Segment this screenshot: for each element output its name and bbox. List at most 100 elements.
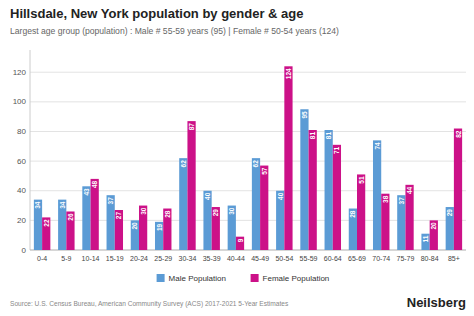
grid-line <box>30 131 466 132</box>
grid-line <box>30 161 466 162</box>
x-tick-label: 45-49 <box>251 255 269 262</box>
bar <box>179 158 187 250</box>
data-label: 81 <box>309 132 316 140</box>
bar <box>446 207 454 250</box>
x-tick-label: 75-79 <box>396 255 414 262</box>
x-tick-label: 35-39 <box>203 255 221 262</box>
bar <box>228 206 236 250</box>
data-label: 20 <box>430 222 437 230</box>
data-label: 124 <box>285 68 292 79</box>
x-tick-label: 30-34 <box>178 255 196 262</box>
data-label: 95 <box>301 111 308 119</box>
data-label: 22 <box>43 219 50 227</box>
bar <box>212 207 220 250</box>
bar <box>91 179 99 250</box>
x-tick-label: 65-69 <box>348 255 366 262</box>
data-label: 44 <box>406 186 413 194</box>
data-label: 27 <box>115 212 122 220</box>
grid-line <box>30 72 466 73</box>
bar <box>34 200 42 250</box>
bar <box>82 186 90 250</box>
data-label: 29 <box>212 209 219 217</box>
data-label: 82 <box>455 130 462 138</box>
bar <box>381 194 389 250</box>
data-label: 74 <box>374 142 381 150</box>
legend-label: Female Population <box>263 274 330 283</box>
x-tick-label: 20-24 <box>130 255 148 262</box>
source: Source: U.S. Census Bureau, American Com… <box>10 300 289 308</box>
bar <box>349 209 357 250</box>
chart: Hillsdale, New York population by gender… <box>0 0 474 316</box>
grid <box>30 72 466 250</box>
bar <box>131 220 139 250</box>
bar <box>107 195 115 250</box>
x-tick-label: 25-29 <box>154 255 172 262</box>
bar <box>405 185 413 250</box>
bar <box>421 234 429 250</box>
bar <box>454 129 462 250</box>
bar <box>397 195 405 250</box>
bar <box>430 220 438 250</box>
bar <box>236 237 244 250</box>
data-label: 37 <box>398 197 405 205</box>
bar <box>284 66 292 250</box>
subtitle: Largest age group (population) : Male # … <box>10 26 339 36</box>
data-label: 62 <box>180 160 187 168</box>
data-label: 62 <box>252 160 259 168</box>
bar <box>276 191 284 250</box>
x-tick-label: 10-14 <box>82 255 100 262</box>
y-tick-label: 40 <box>17 186 26 195</box>
x-tick-label: 85+ <box>448 255 460 262</box>
bar <box>309 130 317 250</box>
grid-line <box>30 101 466 102</box>
data-label: 81 <box>325 132 332 140</box>
x-tick-label: 40-44 <box>227 255 245 262</box>
data-label: 37 <box>107 197 114 205</box>
bar <box>325 130 333 250</box>
data-label: 30 <box>140 207 147 215</box>
x-tick-label: 5-9 <box>61 255 71 262</box>
x-tick-label: 0-4 <box>37 255 47 262</box>
y-tick-label: 100 <box>13 97 27 106</box>
data-label: 71 <box>333 146 340 154</box>
y-axis-line <box>30 50 31 250</box>
bar <box>115 210 123 250</box>
data-label: 9 <box>237 238 244 242</box>
brand: Neilsberg <box>407 295 466 310</box>
data-label: 51 <box>358 176 365 184</box>
data-label: 28 <box>164 210 171 218</box>
data-label: 34 <box>59 201 66 209</box>
title: Hillsdale, New York population by gender… <box>10 6 304 21</box>
legend-swatch <box>157 274 165 282</box>
data-label: 43 <box>83 188 90 196</box>
bars <box>34 66 462 250</box>
data-label: 26 <box>67 213 74 221</box>
x-tick-label: 55-59 <box>300 255 318 262</box>
data-label: 30 <box>228 207 235 215</box>
bar <box>333 145 341 250</box>
data-label: 57 <box>261 167 268 175</box>
y-tick-label: 20 <box>17 216 26 225</box>
data-label: 48 <box>91 181 98 189</box>
legend-swatch <box>251 274 259 282</box>
data-label: 20 <box>131 222 138 230</box>
bar <box>187 121 195 250</box>
bar <box>252 158 260 250</box>
data-label: 40 <box>277 192 284 200</box>
x-tick-label: 60-64 <box>324 255 342 262</box>
bar <box>66 211 74 250</box>
data-label: 38 <box>382 195 389 203</box>
data-labels: 3434433720196240306240958128743711292226… <box>34 68 461 243</box>
data-label: 29 <box>446 209 453 217</box>
data-label: 40 <box>204 192 211 200</box>
bar <box>155 222 163 250</box>
bar <box>58 200 66 250</box>
legend: Male PopulationFemale Population <box>157 274 330 283</box>
y-tick-label: 0 <box>22 246 27 255</box>
bar <box>203 191 211 250</box>
bar <box>42 217 50 250</box>
y-tick-label: 60 <box>17 157 26 166</box>
x-tick-label: 70-74 <box>372 255 390 262</box>
y-tick-label: 120 <box>13 68 27 77</box>
data-label: 28 <box>349 210 356 218</box>
